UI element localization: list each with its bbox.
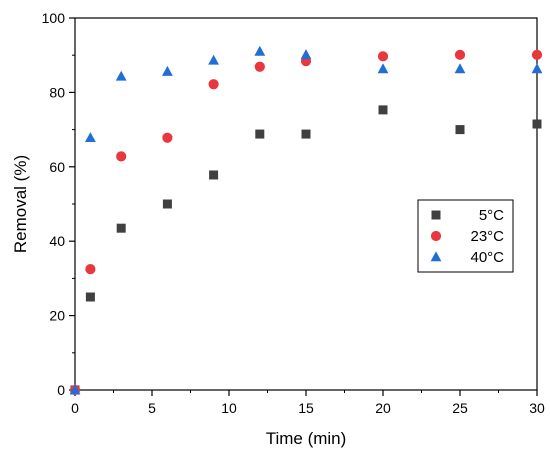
data-point <box>255 129 265 139</box>
data-point <box>300 49 312 60</box>
y-tick-label: 60 <box>49 159 65 175</box>
y-tick-label: 100 <box>42 10 66 26</box>
data-point <box>454 63 466 74</box>
x-tick-label: 15 <box>298 400 314 416</box>
x-tick-label: 20 <box>375 400 391 416</box>
x-tick-label: 0 <box>71 400 79 416</box>
y-axis: 0 20 40 60 80 100 <box>42 10 75 398</box>
data-point <box>254 45 266 56</box>
legend-marker <box>430 251 442 262</box>
series-triangle <box>69 45 543 395</box>
legend: 5°C 23°C 40°C <box>417 199 514 273</box>
legend-label: 23°C <box>470 228 504 245</box>
data-point <box>116 151 127 162</box>
data-point <box>532 119 542 129</box>
data-point <box>378 105 388 115</box>
data-point <box>116 223 126 233</box>
x-axis-title: Time (min) <box>266 429 347 448</box>
data-point <box>454 49 466 60</box>
data-point <box>377 51 389 62</box>
y-tick-label: 20 <box>49 308 65 324</box>
data-point <box>85 264 96 275</box>
x-tick-label: 25 <box>452 400 468 416</box>
legend-marker <box>431 210 441 220</box>
x-tick-label: 30 <box>529 400 545 416</box>
data-point <box>377 63 389 74</box>
x-tick-label: 5 <box>148 400 156 416</box>
data-point <box>531 49 543 60</box>
x-tick-label: 10 <box>221 400 237 416</box>
y-tick-label: 0 <box>57 382 65 398</box>
legend-marker <box>430 230 442 242</box>
data-point <box>115 70 127 81</box>
data-point <box>162 65 173 76</box>
data-point <box>254 61 265 72</box>
data-point <box>209 170 219 180</box>
y-tick-label: 80 <box>49 84 65 100</box>
data-point <box>85 132 96 143</box>
legend-label: 40°C <box>470 249 504 266</box>
data-point <box>301 129 311 139</box>
data-point <box>162 132 173 143</box>
series-layer <box>69 45 543 396</box>
x-axis: 0 5 10 15 20 25 30 <box>71 390 545 416</box>
legend-label: 5°C <box>479 207 504 224</box>
data-point <box>455 125 465 135</box>
data-point <box>69 384 81 395</box>
data-point <box>531 63 543 74</box>
data-point <box>208 54 219 65</box>
data-point <box>208 79 219 90</box>
data-point <box>85 292 95 302</box>
y-tick-label: 40 <box>49 233 65 249</box>
y-axis-title: Removal (%) <box>11 155 30 253</box>
data-point <box>162 199 172 209</box>
